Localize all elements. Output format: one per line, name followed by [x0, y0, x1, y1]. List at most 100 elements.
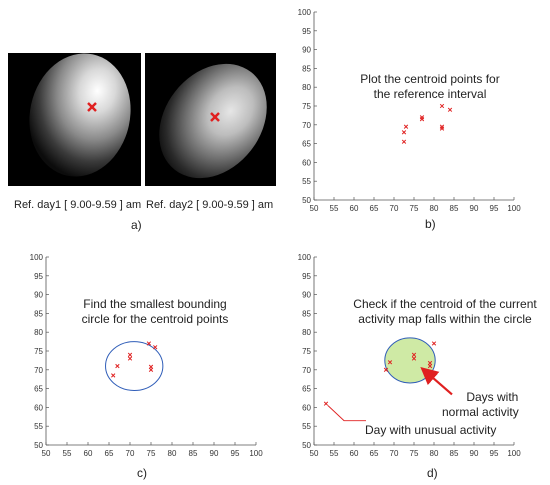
x-tick-label: 55 — [330, 204, 339, 213]
activity-map-day1 — [8, 53, 141, 186]
centroid-point — [419, 115, 425, 120]
x-tick-label: 70 — [126, 449, 135, 458]
y-tick-label: 90 — [302, 291, 311, 300]
scatter-panel-b: 50 55 60 65 70 75 80 85 90 95 100 50 55 60 65 70 75 80 85 9… — [298, 8, 522, 213]
x-tick-label: 65 — [370, 449, 379, 458]
x-tick-label: 90 — [210, 449, 219, 458]
y-tick-label: 100 — [30, 253, 44, 262]
y-tick-label: 65 — [302, 140, 311, 149]
x-tick-label: 60 — [350, 449, 359, 458]
unusual-centroid-point — [323, 401, 329, 406]
x-tick-label: 90 — [470, 204, 479, 213]
x-tick-label: 65 — [370, 204, 379, 213]
y-tick-label: 80 — [302, 83, 311, 92]
x-tick-label: 60 — [84, 449, 93, 458]
unusual-activity-arrow — [327, 405, 366, 422]
activity-map-day2 — [145, 53, 276, 186]
x-tick-label: 55 — [330, 449, 339, 458]
y-tick-label: 50 — [302, 196, 311, 205]
y-tick-label: 65 — [34, 385, 43, 394]
x-tick-label: 70 — [390, 204, 399, 213]
centroid-point — [383, 367, 389, 372]
y-tick-label: 100 — [298, 253, 312, 262]
y-tick-label: 70 — [34, 366, 43, 375]
x-tick-label: 75 — [147, 449, 156, 458]
x-tick-label: 85 — [450, 449, 459, 458]
caption-day2: Ref. day2 [ 9.00-9.59 ] am — [146, 199, 274, 211]
y-tick-label: 95 — [302, 272, 311, 281]
y-tick-label: 75 — [302, 347, 311, 356]
normal-activity-arrow — [420, 366, 453, 396]
x-tick-label: 95 — [490, 449, 499, 458]
centroid-point — [148, 364, 154, 369]
y-tick-label: 85 — [34, 309, 43, 318]
y-tick-label: 70 — [302, 366, 311, 375]
panel-d-label: d) — [427, 466, 438, 480]
centroid-point — [411, 352, 417, 357]
y-tick-label: 55 — [302, 422, 311, 431]
panel-c-note-line1: Find the smallest bounding — [83, 297, 227, 311]
y-tick-label: 75 — [34, 347, 43, 356]
x-tick-label: 50 — [310, 204, 319, 213]
x-tick-label: 85 — [450, 204, 459, 213]
bounding-circle — [384, 337, 436, 384]
centroid-marker-day1 — [87, 102, 97, 112]
bounding-circle — [105, 341, 164, 391]
centroid-point — [411, 356, 417, 361]
panel-b-note-line1: Plot the centroid points for — [360, 72, 500, 86]
centroid-point — [401, 139, 407, 144]
y-tick-label: 90 — [34, 291, 43, 300]
y-tick-label: 75 — [302, 102, 311, 111]
centroid-point — [146, 341, 152, 346]
x-tick-label: 95 — [490, 204, 499, 213]
x-tick-label: 55 — [63, 449, 72, 458]
x-tick-label: 50 — [42, 449, 51, 458]
axes: 50 55 60 65 70 75 80 85 90 95 100 50 55 60 65 70 75 80 85 9… — [298, 253, 522, 458]
x-tick-label: 90 — [470, 449, 479, 458]
panel-a-label: a) — [131, 218, 142, 232]
y-tick-label: 55 — [34, 422, 43, 431]
y-tick-label: 90 — [302, 46, 311, 55]
x-tick-label: 60 — [350, 204, 359, 213]
panel-c-note-line2: circle for the centroid points — [81, 312, 229, 326]
y-tick-label: 85 — [302, 309, 311, 318]
normal-activity-label: Days with normal activity — [442, 390, 519, 420]
x-tick-label: 50 — [310, 449, 319, 458]
centroid-point — [111, 373, 116, 378]
axes: 50 55 60 65 70 75 80 85 90 95 100 50 55 60 65 70 75 80 85 9… — [298, 8, 522, 213]
y-tick-label: 80 — [302, 328, 311, 337]
scatter-panel-c: 50 55 60 65 70 75 80 85 90 95 100 50 55 60 65 70 75 80 85 9… — [30, 253, 264, 458]
y-tick-label: 50 — [302, 441, 311, 450]
y-tick-label: 85 — [302, 64, 311, 73]
y-tick-label: 100 — [298, 8, 312, 17]
centroid-point — [127, 356, 133, 361]
x-tick-label: 100 — [507, 204, 521, 213]
x-tick-label: 70 — [390, 449, 399, 458]
y-tick-label: 60 — [302, 403, 311, 412]
caption-day1: Ref. day1 [ 9.00-9.59 ] am — [14, 199, 142, 211]
panel-d-note-line2: activity map falls within the circle — [358, 312, 532, 326]
panel-d-note-line1: Check if the centroid of the current — [353, 297, 537, 311]
x-tick-label: 80 — [430, 204, 439, 213]
y-tick-label: 80 — [34, 328, 43, 337]
unusual-activity-label: Day with unusual activity — [365, 423, 497, 437]
y-tick-label: 65 — [302, 385, 311, 394]
x-tick-label: 75 — [410, 449, 419, 458]
panel-c-label: c) — [137, 466, 147, 480]
x-tick-label: 80 — [430, 449, 439, 458]
y-tick-label: 95 — [302, 27, 311, 36]
y-tick-label: 95 — [34, 272, 43, 281]
centroid-point — [439, 124, 445, 129]
centroid-point — [401, 130, 407, 135]
centroid-point — [127, 352, 133, 357]
centroid-point — [403, 124, 409, 129]
y-tick-label: 55 — [302, 177, 311, 186]
centroid-point — [427, 360, 433, 366]
y-tick-label: 70 — [302, 121, 311, 130]
x-tick-label: 100 — [507, 449, 521, 458]
x-tick-label: 65 — [105, 449, 114, 458]
y-tick-label: 60 — [302, 158, 311, 167]
scatter-panel-d: 50 55 60 65 70 75 80 85 90 95 100 50 55 60 65 70 75 80 85 9… — [298, 253, 522, 458]
panel-c-note: Find the smallest bounding circle for th… — [70, 297, 240, 327]
centroid-point — [447, 107, 453, 112]
